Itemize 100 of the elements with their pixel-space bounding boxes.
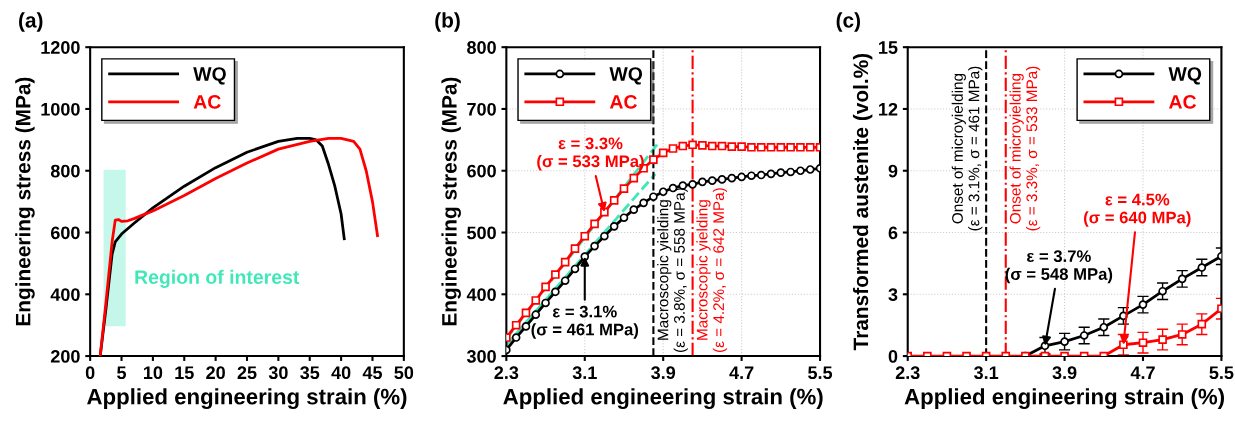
- point: [707, 176, 717, 185]
- y-axis-title: Transformed austenite (vol.%): [852, 53, 873, 351]
- point: [747, 171, 756, 180]
- point: [541, 282, 550, 292]
- point: [619, 184, 629, 193]
- x-tick-label: 30: [268, 366, 288, 380]
- ref-line-label: Onset of microyielding (ε = 3.3%, σ = 533 MPa): [1009, 66, 1041, 231]
- band-label: Region of interest: [135, 269, 300, 288]
- x-axis-title: Applied engineering strain (%): [87, 388, 407, 409]
- point: [551, 270, 560, 279]
- y-tick-label: 800: [467, 41, 496, 54]
- x-tick-label: 4.7: [1130, 366, 1155, 379]
- annotation: ε = 4.5% (σ = 640 MPa): [1084, 193, 1191, 227]
- x-axis-title: Applied engineering strain (%): [503, 388, 823, 409]
- x-tick-label: 20: [206, 366, 225, 380]
- y-tick-label: 400: [466, 288, 496, 302]
- x-tick-label: 35: [300, 366, 320, 380]
- x-tick-label: 25: [237, 366, 257, 380]
- point: [531, 296, 541, 305]
- point: [668, 144, 678, 153]
- point: [511, 333, 521, 342]
- x-tick-label: 5: [117, 366, 127, 380]
- y-axis-title: Engineering stress (MPa): [441, 77, 461, 326]
- point: [776, 168, 786, 177]
- x-tick-label: 4.7: [729, 366, 754, 379]
- point: [629, 205, 639, 214]
- point: [766, 142, 776, 152]
- point: [766, 169, 776, 179]
- y-tick-label: 800: [50, 164, 80, 178]
- y-tick-label: 600: [50, 226, 80, 240]
- x-tick-label: 3.1: [572, 366, 597, 380]
- x-axis-title: Applied engineering strain (%): [904, 388, 1224, 409]
- ref-line-label: Onset of microyielding (ε = 3.1%, σ = 461 MPa): [951, 66, 983, 231]
- x-tick-label: 15: [175, 366, 194, 380]
- y-tick-label: 600: [467, 164, 496, 178]
- legend-label: AC: [609, 95, 637, 109]
- point: [805, 165, 815, 174]
- y-tick-label: 300: [466, 350, 496, 363]
- y-axis-title: Engineering stress (MPa): [15, 77, 35, 326]
- point: [727, 173, 737, 183]
- x-tick-label: 5.5: [1209, 366, 1234, 380]
- y-tick-label: 0: [888, 350, 898, 363]
- point: [698, 141, 707, 150]
- point: [717, 175, 727, 184]
- point: [551, 287, 560, 297]
- point: [541, 298, 550, 308]
- point: [609, 222, 619, 231]
- annotation: ε = 3.7% (σ = 548 MPa): [1005, 250, 1113, 284]
- point: [639, 198, 648, 208]
- point: [737, 172, 746, 182]
- point: [570, 244, 580, 253]
- point: [590, 219, 599, 229]
- point: [600, 231, 609, 241]
- point: [560, 276, 570, 286]
- x-tick-label: 50: [394, 366, 414, 380]
- x-tick-label: 2.3: [895, 366, 920, 380]
- y-tick-label: 15: [879, 41, 898, 54]
- point: [688, 180, 697, 189]
- point: [756, 142, 766, 152]
- legend-label: WQ: [193, 67, 226, 85]
- y-tick-label: 200: [50, 350, 80, 363]
- point: [649, 155, 658, 164]
- point: [609, 196, 619, 205]
- point: [570, 264, 580, 274]
- point: [688, 140, 697, 150]
- x-tick-label: 40: [331, 366, 351, 380]
- point: [521, 322, 531, 331]
- x-tick-label: 3.9: [651, 366, 676, 380]
- ref-line-label: Macroscopic yielding (ε = 3.8%, σ = 558 MPa): [657, 188, 688, 353]
- x-tick-label: 5.5: [808, 366, 833, 380]
- point: [747, 142, 756, 152]
- point: [805, 142, 815, 152]
- chart-title: (a): [19, 12, 43, 32]
- point: [511, 320, 521, 330]
- chart-title: (c): [836, 12, 860, 32]
- point: [590, 241, 599, 251]
- legend-label: WQ: [609, 67, 643, 85]
- point: [531, 310, 541, 319]
- y-tick-label: 500: [467, 226, 496, 240]
- y-tick-label: 6: [888, 226, 898, 240]
- annotation: ε = 3.3% (σ = 533 MPa): [537, 137, 644, 171]
- point: [619, 213, 629, 222]
- y-tick-label: 400: [50, 288, 80, 302]
- x-tick-label: 3.1: [974, 366, 999, 380]
- x-tick-label: 10: [143, 366, 163, 380]
- annotation: ε = 3.1% (σ = 461 MPa): [531, 305, 639, 339]
- point: [658, 148, 668, 158]
- x-tick-label: 45: [362, 366, 383, 380]
- point: [737, 142, 746, 151]
- ref-line-label: Macroscopic yielding (ε = 4.2%, σ = 642 MPa): [696, 188, 728, 353]
- legend-label: WQ: [1168, 67, 1202, 85]
- point: [796, 142, 805, 152]
- legend-label: AC: [1168, 95, 1197, 109]
- chart-title: (b): [435, 12, 460, 32]
- x-tick-label: 0: [85, 366, 95, 380]
- point: [786, 167, 795, 177]
- legend-label: AC: [193, 95, 221, 109]
- x-tick-label: 3.9: [1052, 366, 1077, 380]
- point: [786, 142, 795, 152]
- y-tick-label: 1000: [41, 102, 80, 116]
